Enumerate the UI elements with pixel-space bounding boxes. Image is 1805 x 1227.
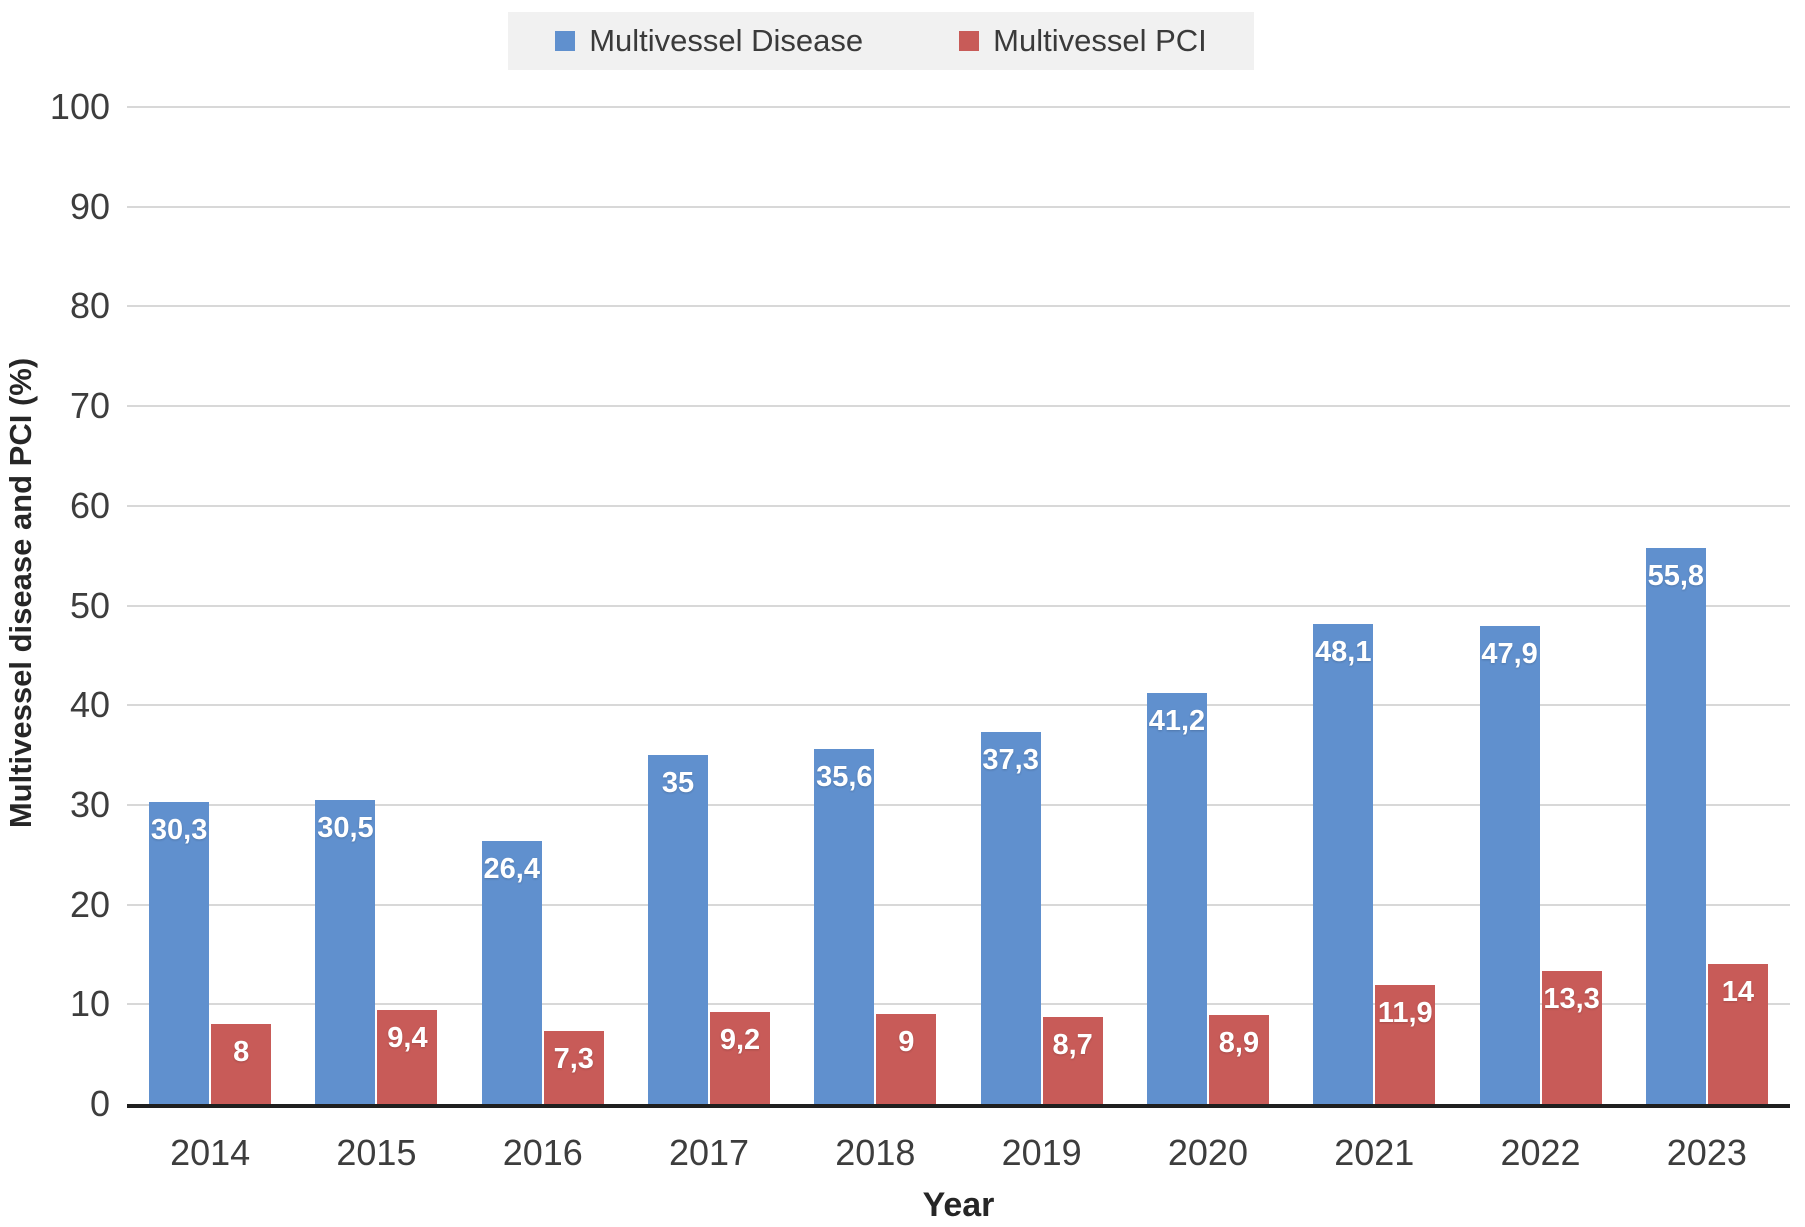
x-tick-label-2019: 2019 — [1001, 1132, 1082, 1173]
gridline-70 — [127, 405, 1790, 408]
gridline-60 — [127, 504, 1790, 507]
bar-value-multivessel-pci-2016: 7,3 — [553, 1043, 594, 1076]
x-tick-label-2020: 2020 — [1167, 1132, 1248, 1173]
bar-multivessel-disease-2020 — [1146, 693, 1207, 1104]
bar-multivessel-pci-2022 — [1541, 971, 1602, 1104]
bar-multivessel-pci-2018 — [876, 1014, 937, 1104]
legend-swatch-multivessel-disease-icon — [555, 31, 576, 51]
legend: Multivessel Disease Multivessel PCI — [508, 12, 1254, 70]
gridline-10 — [127, 1003, 1790, 1006]
bar-value-multivessel-disease-2023: 55,8 — [1647, 559, 1705, 592]
bar-value-multivessel-pci-2015: 9,4 — [387, 1022, 428, 1055]
bar-multivessel-disease-2018 — [814, 749, 875, 1104]
bar-multivessel-pci-2015 — [377, 1010, 438, 1104]
bar-multivessel-disease-2019 — [980, 732, 1041, 1104]
bar-value-multivessel-disease-2019: 37,3 — [982, 744, 1039, 777]
legend-label-multivessel-disease: Multivessel Disease — [589, 23, 864, 58]
bar-multivessel-disease-2023 — [1645, 547, 1706, 1104]
gridline-30 — [127, 803, 1790, 806]
bar-value-multivessel-pci-2022: 13,3 — [1543, 983, 1600, 1016]
bar-value-multivessel-pci-2014: 8 — [233, 1036, 250, 1069]
bar-value-multivessel-pci-2018: 9 — [898, 1026, 915, 1059]
bar-multivessel-disease-2014 — [149, 801, 210, 1104]
x-axis-title: Year — [922, 1186, 995, 1224]
legend-swatch-multivessel-pci-icon — [959, 31, 980, 51]
y-tick-label-0: 0 — [89, 1083, 110, 1124]
bar-value-multivessel-disease-2022: 47,9 — [1481, 638, 1538, 671]
bar-multivessel-disease-2022 — [1479, 626, 1540, 1104]
bar-multivessel-disease-2017 — [648, 755, 709, 1104]
gridline-100 — [127, 106, 1790, 108]
x-tick-label-2018: 2018 — [835, 1132, 916, 1173]
bar-multivessel-pci-2014 — [211, 1024, 272, 1104]
y-tick-label-20: 20 — [69, 883, 110, 925]
bar-multivessel-disease-2015 — [315, 799, 376, 1104]
legend-item-multivessel-pci: Multivessel PCI — [959, 23, 1207, 59]
bar-multivessel-pci-2023 — [1707, 964, 1768, 1104]
bar-multivessel-disease-2016 — [481, 840, 542, 1104]
legend-label-multivessel-pci: Multivessel PCI — [993, 23, 1207, 58]
x-tick-label-2016: 2016 — [502, 1132, 583, 1173]
bar-value-multivessel-pci-2023: 14 — [1721, 976, 1754, 1009]
y-tick-label-10: 10 — [69, 983, 110, 1025]
bar-value-multivessel-disease-2020: 41,2 — [1148, 705, 1206, 738]
x-tick-label-2021: 2021 — [1334, 1132, 1415, 1173]
gridline-20 — [127, 903, 1790, 906]
y-tick-label-100: 100 — [49, 86, 110, 127]
bar-value-multivessel-disease-2021: 48,1 — [1315, 636, 1372, 669]
x-tick-label-2022: 2022 — [1500, 1132, 1581, 1173]
gridline-40 — [127, 704, 1790, 707]
gridline-90 — [127, 205, 1790, 208]
bar-value-multivessel-pci-2021: 11,9 — [1377, 997, 1433, 1030]
y-tick-label-60: 60 — [69, 484, 110, 526]
bar-multivessel-pci-2020 — [1208, 1015, 1269, 1104]
bar-value-multivessel-pci-2020: 8,9 — [1218, 1027, 1260, 1060]
bar-multivessel-pci-2021 — [1375, 985, 1436, 1104]
bar-value-multivessel-disease-2014: 30,3 — [150, 813, 208, 846]
bar-multivessel-disease-2021 — [1313, 624, 1374, 1104]
y-tick-label-80: 80 — [69, 285, 110, 327]
y-tick-label-70: 70 — [69, 385, 110, 427]
plot-area: 0 10 20 30 40 50 60 70 80 90 100 30,3 8 2014 30,5 9,4 20… — [50, 86, 1790, 1173]
bar-multivessel-pci-2017 — [710, 1012, 771, 1104]
bar-value-multivessel-disease-2015: 30,5 — [317, 811, 374, 844]
bar-multivessel-pci-2016 — [543, 1031, 604, 1104]
x-tick-label-2023: 2023 — [1666, 1132, 1747, 1173]
bar-value-multivessel-pci-2017: 9,2 — [719, 1024, 761, 1057]
y-tick-label-40: 40 — [69, 684, 110, 726]
bar-value-multivessel-pci-2019: 8,7 — [1052, 1029, 1093, 1062]
gridline-50 — [127, 604, 1790, 607]
gridline-80 — [127, 305, 1790, 308]
y-tick-label-50: 50 — [69, 584, 110, 626]
bar-value-multivessel-disease-2016: 26,4 — [483, 852, 540, 885]
bar-value-multivessel-disease-2017: 35 — [661, 767, 695, 800]
y-tick-label-30: 30 — [69, 783, 110, 825]
y-tick-label-90: 90 — [69, 185, 110, 227]
x-tick-label-2014: 2014 — [170, 1132, 251, 1173]
bar-value-multivessel-disease-2018: 35,6 — [816, 761, 873, 794]
legend-item-multivessel-disease: Multivessel Disease — [555, 23, 863, 59]
bar-multivessel-pci-2019 — [1042, 1017, 1103, 1104]
x-tick-label-2017: 2017 — [668, 1132, 750, 1173]
x-tick-label-2015: 2015 — [336, 1132, 417, 1173]
